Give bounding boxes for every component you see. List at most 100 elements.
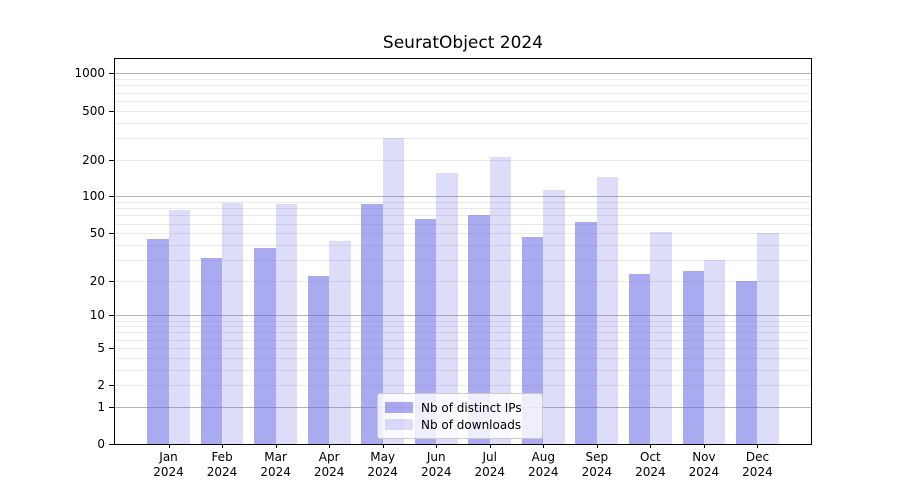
- x-tick-mark: [596, 444, 598, 448]
- y-tick-mark: [109, 233, 114, 235]
- gridline-minor: [115, 244, 811, 246]
- bar-distinct-ips-dec: [736, 280, 758, 444]
- y-tick-mark: [109, 385, 114, 387]
- chart-title: SeuratObject 2024: [382, 33, 544, 53]
- y-tick-mark: [109, 110, 114, 112]
- bar-downloads-jul: [489, 156, 512, 444]
- legend-item-downloads: Nb of downloads: [385, 417, 534, 432]
- bar-downloads-may: [382, 137, 405, 444]
- bar-downloads-nov: [703, 259, 726, 444]
- y-tick-label: 1000: [74, 66, 105, 81]
- gridline-minor: [115, 137, 811, 139]
- legend-label-distinct-ips: Nb of distinct IPs: [421, 400, 522, 415]
- bar-distinct-ips-may: [361, 203, 383, 444]
- y-tick-label: 5: [97, 340, 105, 355]
- gridline-minor: [115, 122, 811, 124]
- y-tick-label: 50: [89, 226, 105, 241]
- gridline-minor: [115, 369, 811, 371]
- bar-downloads-aug: [543, 189, 565, 444]
- gridline-minor: [115, 347, 811, 349]
- legend: Nb of distinct IPs Nb of downloads: [377, 393, 543, 439]
- x-tick-mark: [222, 444, 224, 448]
- bar-downloads-sep: [596, 177, 619, 444]
- x-tick-label: Jun 2024: [420, 450, 452, 479]
- gridline-minor: [115, 326, 811, 328]
- x-tick-label: Sep 2024: [581, 450, 613, 479]
- x-tick-mark: [168, 444, 170, 448]
- bar-downloads-dec: [757, 233, 779, 444]
- bar-distinct-ips-oct: [628, 273, 651, 444]
- gridline-minor: [115, 259, 811, 261]
- x-tick-label: Mar 2024: [260, 450, 291, 479]
- gridline-minor: [115, 223, 811, 225]
- bar-distinct-ips-jan: [147, 238, 169, 444]
- gridline-minor: [115, 79, 811, 81]
- x-tick-mark: [275, 444, 277, 448]
- x-tick-label: Aug 2024: [528, 450, 559, 479]
- x-tick-label: Feb 2024: [206, 450, 238, 479]
- gridline-minor: [115, 233, 811, 235]
- gridline-minor: [115, 202, 811, 204]
- y-tick-mark: [109, 196, 114, 198]
- y-tick-label: 500: [82, 103, 105, 118]
- y-tick-label: 10: [89, 308, 105, 323]
- x-tick-mark: [703, 444, 705, 448]
- y-tick-mark: [109, 347, 114, 349]
- bar-distinct-ips-mar: [254, 247, 276, 444]
- bar-distinct-ips-nov: [682, 271, 704, 444]
- x-tick-mark: [489, 444, 491, 448]
- gridline-major: [115, 196, 811, 198]
- x-tick-mark: [543, 444, 545, 448]
- bar-distinct-ips-apr: [307, 275, 330, 444]
- gridline-minor: [115, 280, 811, 282]
- gridline-minor: [115, 159, 811, 161]
- x-tick-mark: [757, 444, 759, 448]
- y-tick-label: 20: [89, 273, 105, 288]
- y-tick-label: 2: [97, 378, 105, 393]
- legend-label-downloads: Nb of downloads: [421, 417, 522, 432]
- gridline-minor: [115, 208, 811, 210]
- x-tick-label: Oct 2024: [635, 450, 666, 479]
- bar-distinct-ips-feb: [200, 258, 223, 444]
- x-tick-mark: [382, 444, 384, 448]
- bar-downloads-oct: [650, 232, 672, 444]
- x-tick-label: May 2024: [367, 450, 398, 479]
- y-tick-label: 200: [82, 152, 105, 167]
- gridline-major: [115, 73, 811, 75]
- y-tick-label: 1: [97, 399, 105, 414]
- legend-item-distinct-ips: Nb of distinct IPs: [385, 400, 534, 415]
- gridline-minor: [115, 92, 811, 94]
- x-tick-label: Jan 2024: [153, 450, 184, 479]
- bar-downloads-jun: [436, 173, 458, 444]
- gridline-major: [115, 315, 811, 317]
- gridline-minor: [115, 85, 811, 87]
- bar-downloads-mar: [275, 203, 298, 444]
- plot-area: [114, 58, 812, 445]
- y-tick-label: 100: [82, 189, 105, 204]
- y-tick-mark: [109, 159, 114, 161]
- gridline-minor: [115, 110, 811, 112]
- legend-swatch-distinct-ips: [385, 402, 413, 413]
- y-tick-mark: [109, 315, 114, 317]
- bar-downloads-apr: [329, 241, 351, 444]
- bar-downloads-jan: [168, 209, 190, 444]
- bar-downloads-feb: [222, 202, 244, 444]
- bar-distinct-ips-aug: [521, 237, 544, 444]
- gridline-minor: [115, 332, 811, 334]
- gridline-minor: [115, 357, 811, 359]
- x-tick-mark: [436, 444, 438, 448]
- x-tick-mark: [650, 444, 652, 448]
- gridline-minor: [115, 339, 811, 341]
- x-tick-label: Dec 2024: [742, 450, 773, 479]
- x-tick-label: Jul 2024: [474, 450, 506, 479]
- bar-distinct-ips-jul: [468, 215, 490, 444]
- y-tick-mark: [109, 73, 114, 75]
- x-tick-label: Nov 2024: [688, 450, 720, 479]
- gridline-minor: [115, 320, 811, 322]
- gridline-minor: [115, 385, 811, 387]
- x-tick-mark: [329, 444, 331, 448]
- y-tick-mark: [109, 444, 114, 445]
- y-tick-mark: [109, 280, 114, 282]
- y-tick-mark: [109, 406, 114, 408]
